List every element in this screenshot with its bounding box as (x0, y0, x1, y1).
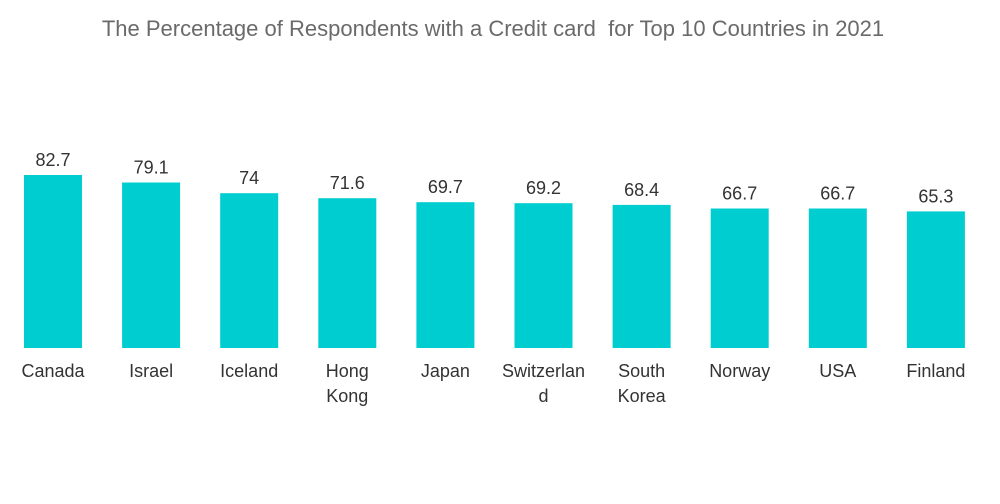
category-label: d (538, 386, 548, 406)
bars-layer (24, 175, 965, 348)
bar-iceland (220, 193, 279, 348)
category-label: Switzerlan (502, 361, 585, 381)
category-label: Kong (326, 386, 368, 406)
value-label: 71.6 (330, 173, 365, 193)
bar-norway (710, 208, 769, 348)
value-label: 69.7 (428, 177, 463, 197)
value-label: 69.2 (526, 178, 561, 198)
value-label: 68.4 (624, 180, 659, 200)
category-label: Japan (421, 361, 470, 381)
category-label: Korea (618, 386, 667, 406)
category-label: Hong (326, 361, 369, 381)
category-label: USA (819, 361, 856, 381)
bar-south-korea (612, 204, 671, 348)
category-label: Israel (129, 361, 173, 381)
category-label: Iceland (220, 361, 278, 381)
value-label: 66.7 (820, 184, 855, 204)
value-label: 66.7 (722, 184, 757, 204)
value-label: 74 (239, 168, 259, 188)
bar-usa (808, 208, 867, 348)
category-labels-layer: Canada Israel Iceland Hong Kong Japan Switzerl… (21, 361, 965, 406)
category-label: Finland (906, 361, 965, 381)
value-label: 65.3 (918, 186, 953, 206)
bar-hong-kong (318, 198, 377, 348)
bar-israel (122, 182, 181, 348)
category-label: South (618, 361, 665, 381)
bar-finland (906, 211, 965, 348)
category-label: Canada (21, 361, 85, 381)
chart-title: The Percentage of Respondents with a Cre… (101, 16, 885, 41)
bar-japan (416, 202, 475, 348)
value-labels-layer: 82.7 79.1 74 71.6 69.7 69.2 68.4 66.7 66.7 65.3 (35, 150, 953, 206)
bar-canada (24, 175, 82, 348)
category-label: Norway (709, 361, 770, 381)
value-label: 82.7 (35, 150, 70, 170)
bar-switzerland (514, 203, 573, 348)
value-label: 79.1 (134, 158, 169, 178)
